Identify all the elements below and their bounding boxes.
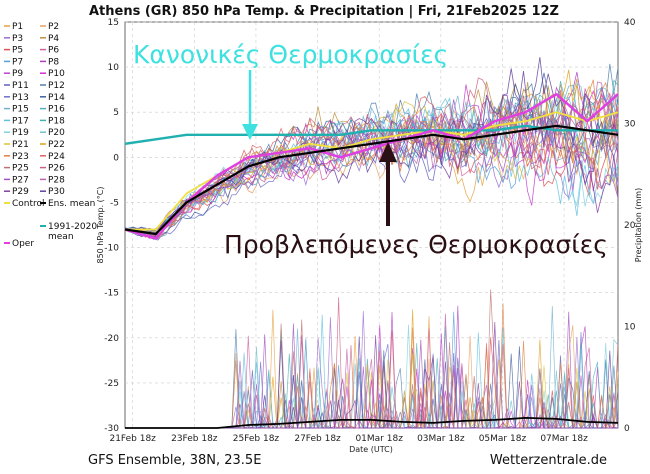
x-tick: 23Feb 18z [171,434,218,444]
y-tick-right: 20 [624,221,636,231]
series-1991-2020-mean [124,124,618,145]
chart-title: Athens (GR) 850 hPa Temp. & Precipitatio… [89,4,559,19]
legend-label-P26: P26 [48,164,65,174]
y-tick-left: 0 [113,153,119,163]
legend-label-oper: Oper [12,239,34,249]
legend-label-P25: P25 [12,164,29,174]
legend-label-climate-2: mean [48,232,74,242]
x-axis-label: Date (UTC) [349,445,393,454]
member-line-P8 [124,71,619,235]
footer-source: Wetterzentrale.de [490,453,607,468]
annotation-forecast: Προβλεπόμενες Θερμοκρασίες [224,230,608,259]
legend-label-P7: P7 [12,57,23,67]
legend-label-P12: P12 [48,81,65,91]
legend-label-P15: P15 [12,105,29,115]
legend-label-control: Control [12,199,45,209]
legend-label-P30: P30 [48,187,65,197]
y-axis-left-label: 850 hPa Temp. (°C) [96,186,105,263]
y-tick-left: -25 [104,379,119,389]
member-line-P28 [124,81,619,237]
x-tick: 21Feb 18z [109,434,156,444]
legend-label-P5: P5 [12,46,23,56]
y-tick-left: 10 [108,63,120,73]
legend-label-climate-1: 1991-2020 [48,222,97,232]
y-tick-right: 0 [624,424,630,434]
legend-label-P14: P14 [48,93,65,103]
series-ens-mean [124,124,619,236]
x-tick: 25Feb 18z [233,434,280,444]
annotation-forecast-arrowhead [379,142,397,162]
y-tick-left: -5 [110,198,119,208]
annotation-normal-arrowhead [242,124,258,140]
legend-label-P19: P19 [12,128,29,138]
legend-label-P2: P2 [48,22,59,32]
series-control [125,111,619,231]
y-axis-right-label: Precipitation (mm) [634,188,643,262]
x-tick: 01Mar 18z [355,434,403,444]
y-tick-right: 40 [624,18,636,28]
x-tick: 27Feb 18z [294,434,341,444]
y-axis-right: 0 10 20 30 40 [624,18,636,434]
legend-label-P9: P9 [12,69,23,79]
legend-label-P29: P29 [12,187,29,197]
y-tick-left: -15 [104,289,119,299]
legend-label-P16: P16 [48,105,65,115]
legend-label-P24: P24 [48,152,65,162]
x-tick: 05Mar 18z [479,434,527,444]
legend-label-P4: P4 [48,34,59,44]
x-tick: 07Mar 18z [540,434,588,444]
legend-label-P20: P20 [48,128,65,138]
y-axis-left: -30 -25 -20 -15 -10 -5 0 5 10 15 [104,18,119,434]
legend-label-P22: P22 [48,140,65,150]
legend-label-P18: P18 [48,116,65,126]
y-tick-left: -10 [104,244,119,254]
legend-label-P8: P8 [48,57,59,67]
legend-label-P13: P13 [12,93,29,103]
legend-label-P10: P10 [48,69,65,79]
main-series [124,92,619,429]
legend-label-P6: P6 [48,46,59,56]
legend-label-P27: P27 [12,175,29,185]
y-tick-left: 15 [108,18,119,28]
legend-label-ens-mean: Ens. mean [48,199,95,209]
legend-label-P11: P11 [12,81,29,91]
legend-label-P21: P21 [12,140,29,150]
legend-label-P17: P17 [12,116,29,126]
series-ens-mean-precipitation [125,416,619,429]
annotation-normal: Κανονικές Θερμοκρασίες [133,40,448,69]
legend-label-P3: P3 [12,34,23,44]
y-tick-right: 10 [624,323,636,333]
legend-label-P23: P23 [12,152,29,162]
y-tick-right: 30 [624,120,636,130]
member-line-P24 [124,95,619,238]
legend-label-P1: P1 [12,22,23,32]
footer-model: GFS Ensemble, 38N, 23.5E [88,453,261,468]
x-tick: 03Mar 18z [417,434,465,444]
y-tick-left: -30 [104,424,119,434]
y-tick-left: -20 [104,334,119,344]
y-tick-left: 5 [113,108,119,118]
series-oper [124,92,619,240]
x-axis: 21Feb 18z 23Feb 18z 25Feb 18z 27Feb 18z 01Ma… [109,434,588,444]
legend-label-P28: P28 [48,175,65,185]
